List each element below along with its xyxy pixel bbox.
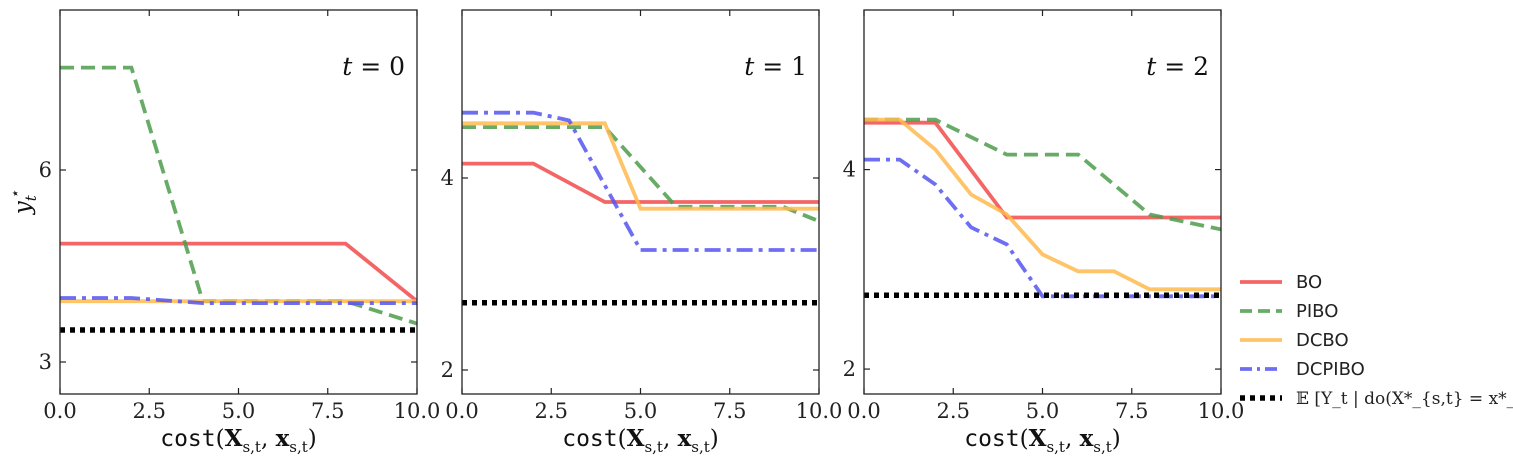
x-tick-label-1-3: 7.5	[713, 399, 746, 423]
series-line-bo-panel-0	[60, 241, 417, 303]
panel-label-1: t = 1	[744, 52, 807, 81]
series-line-pibo-panel-2	[864, 117, 1221, 232]
series-line-pibo-panel-1	[462, 125, 819, 223]
x-axis-label-2: cost(Xs,t, xs,t)	[964, 425, 1121, 456]
legend: BO PIBO DCBO DCPIBO 𝔼 [Y_t | do(X*_{s,t} = x…	[1240, 272, 1513, 409]
x-tick-label-0-2: 5.0	[222, 399, 255, 423]
legend-label-4: 𝔼 [Y_t | do(X*_{s,t} = x*_{s,t})]	[1296, 389, 1513, 409]
series-line-dcpibo-panel-2	[864, 157, 1221, 299]
series-line-pibo-panel-0	[60, 65, 417, 326]
legend-label-0: BO	[1296, 272, 1322, 293]
x-tick-label-2-3: 7.5	[1115, 399, 1148, 423]
y-axis-label: yt⋆	[6, 190, 40, 215]
x-tick-label-1-4: 10.0	[796, 399, 843, 423]
series-line-dcpibo-panel-0	[60, 296, 417, 306]
x-axis-label-0: cost(Xs,t, xs,t)	[160, 425, 317, 456]
x-tick-label-1-0: 0.0	[445, 399, 478, 423]
x-tick-label-0-3: 7.5	[311, 399, 344, 423]
x-tick-label-2-4: 10.0	[1198, 399, 1245, 423]
y-tick-label-2-0: 2	[843, 357, 856, 381]
series-line-bo-panel-1	[462, 161, 819, 204]
series-line-dcbo-panel-1	[462, 121, 819, 211]
y-tick-label-1-0: 2	[441, 358, 454, 382]
panel-2: 0.0 2.5 5.0 7.5 10.0 2 4 t = 2 cost(Xs,t, xs,t)	[843, 9, 1245, 456]
legend-label-3: DCPIBO	[1296, 359, 1365, 380]
x-tick-label-1-1: 2.5	[535, 399, 568, 423]
x-tick-label-0-4: 10.0	[394, 399, 441, 423]
x-tick-label-2-1: 2.5	[937, 399, 970, 423]
panel-label-2: t = 2	[1146, 52, 1209, 81]
legend-label-2: DCBO	[1296, 330, 1349, 351]
series-line-bo-panel-2	[864, 120, 1221, 220]
x-axis-label-1: cost(Xs,t, xs,t)	[562, 425, 719, 456]
series-line-dcpibo-panel-1	[462, 110, 819, 252]
legend-label-1: PIBO	[1296, 301, 1338, 322]
x-tick-label-0-0: 0.0	[43, 399, 76, 423]
x-tick-label-1-2: 5.0	[624, 399, 657, 423]
y-tick-label-0-1: 6	[39, 158, 52, 182]
panel-label-0: t = 0	[342, 52, 405, 81]
x-tick-label-2-2: 5.0	[1026, 399, 1059, 423]
x-tick-label-0-1: 2.5	[133, 399, 166, 423]
panel-0: 0.0 2.5 5.0 7.5 10.0 3 6 t = 0 cost(Xs,t, xs,t) y…	[6, 9, 441, 456]
y-tick-label-1-1: 4	[441, 166, 454, 190]
x-tick-label-2-0: 0.0	[847, 399, 880, 423]
y-tick-label-0-0: 3	[39, 350, 52, 374]
y-tick-label-2-1: 4	[843, 158, 856, 182]
series-line-dcbo-panel-2	[864, 117, 1221, 292]
panel-1: 0.0 2.5 5.0 7.5 10.0 2 4 t = 1 cost(Xs,t, xs,t)	[441, 9, 843, 456]
